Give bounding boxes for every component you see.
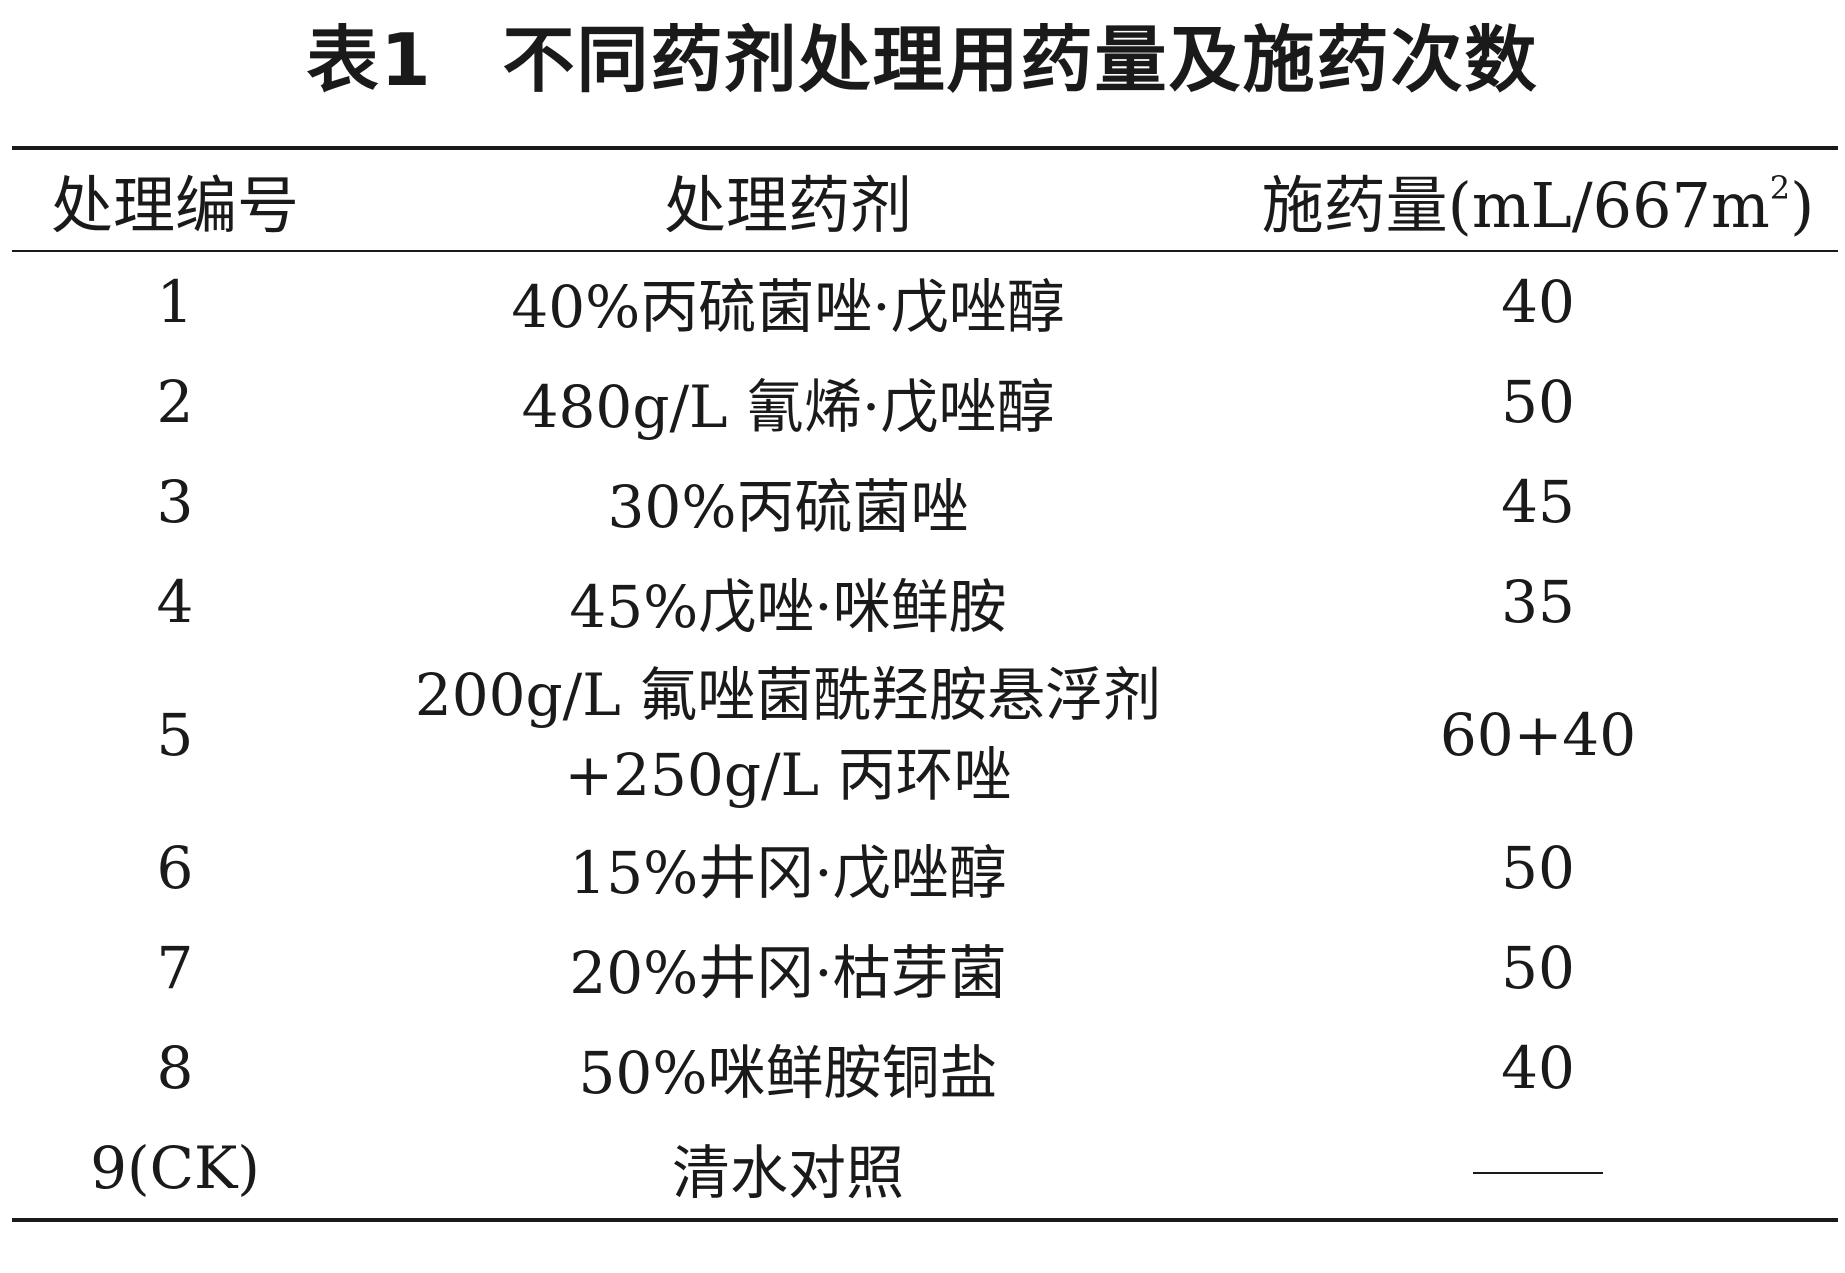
- header-dose-suffix: ): [1790, 169, 1815, 242]
- table-row: 8 50%咪鲜胺铜盐 40: [12, 1018, 1838, 1118]
- cell-dose: 50: [1501, 834, 1575, 902]
- cell-no: 7: [156, 934, 194, 1002]
- table-row: 4 45%戊唑·咪鲜胺 35: [12, 552, 1838, 652]
- cell-agent: 15%井冈·戊唑醇: [569, 839, 1007, 907]
- table-row: 2 480g/L 氰烯·戊唑醇 50: [12, 352, 1838, 452]
- cell-dose: 40: [1501, 268, 1575, 336]
- table-row: 6 15%井冈·戊唑醇 50: [12, 818, 1838, 918]
- cell-no: 5: [156, 701, 194, 769]
- cell-agent: 30%丙硫菌唑: [607, 473, 969, 541]
- cell-dose: 50: [1501, 934, 1575, 1002]
- header-row: 处理编号 处理药剂 施药量(mL/667m2): [12, 148, 1838, 251]
- cell-dose: 35: [1501, 568, 1575, 636]
- cell-dose-empty: [1238, 1118, 1838, 1220]
- cell-dose: 60+40: [1439, 701, 1637, 769]
- cell-agent-line-1: 200g/L 氟唑菌酰羟胺悬浮剂: [414, 661, 1162, 729]
- cell-no: 6: [156, 834, 194, 902]
- cell-dose: 50: [1501, 368, 1575, 436]
- cell-agent: 50%咪鲜胺铜盐: [578, 1039, 998, 1107]
- cell-no: 3: [156, 468, 194, 536]
- cell-agent: 20%井冈·枯芽菌: [569, 939, 1007, 1007]
- cell-no: 1: [156, 268, 194, 336]
- cell-no: 2: [156, 368, 194, 436]
- dash-mark: [1473, 1171, 1603, 1174]
- cell-no: 9(CK): [90, 1134, 260, 1202]
- cell-dose: 40: [1501, 1034, 1575, 1102]
- cell-agent-line-2: +250g/L 丙环唑: [564, 741, 1012, 809]
- cell-dose: 45: [1501, 468, 1575, 536]
- cell-agent: 40%丙硫菌唑·戊唑醇: [511, 273, 1065, 341]
- table-title: 表1 不同药剂处理用药量及施药次数: [0, 18, 1845, 102]
- table-row: 1 40%丙硫菌唑·戊唑醇 40: [12, 251, 1838, 352]
- header-treatment-no: 处理编号: [50, 169, 299, 242]
- table-row: 7 20%井冈·枯芽菌 50: [12, 918, 1838, 1018]
- cell-no: 4: [156, 568, 194, 636]
- cell-agent: 480g/L 氰烯·戊唑醇: [521, 373, 1055, 441]
- cell-agent: 清水对照: [671, 1139, 904, 1207]
- table-row: 3 30%丙硫菌唑 45: [12, 452, 1838, 552]
- header-dose-sup: 2: [1769, 169, 1791, 207]
- header-dose-prefix: 施药量(mL/667m: [1261, 169, 1770, 242]
- treatment-table: 处理编号 处理药剂 施药量(mL/667m2) 1 40%丙硫菌唑·戊唑醇 40…: [12, 146, 1838, 1222]
- table-label: 表1: [306, 18, 433, 102]
- cell-agent: 200g/L 氟唑菌酰羟胺悬浮剂 +250g/L 丙环唑: [338, 652, 1238, 818]
- cell-agent: 45%戊唑·咪鲜胺: [569, 573, 1007, 641]
- header-dose: 施药量(mL/667m2): [1238, 148, 1838, 251]
- header-agent: 处理药剂: [663, 169, 912, 242]
- table-caption: 不同药剂处理用药量及施药次数: [502, 18, 1539, 102]
- table-row: 9(CK) 清水对照: [12, 1118, 1838, 1220]
- table-row: 5 200g/L 氟唑菌酰羟胺悬浮剂 +250g/L 丙环唑 60+40: [12, 652, 1838, 818]
- cell-no: 8: [156, 1034, 194, 1102]
